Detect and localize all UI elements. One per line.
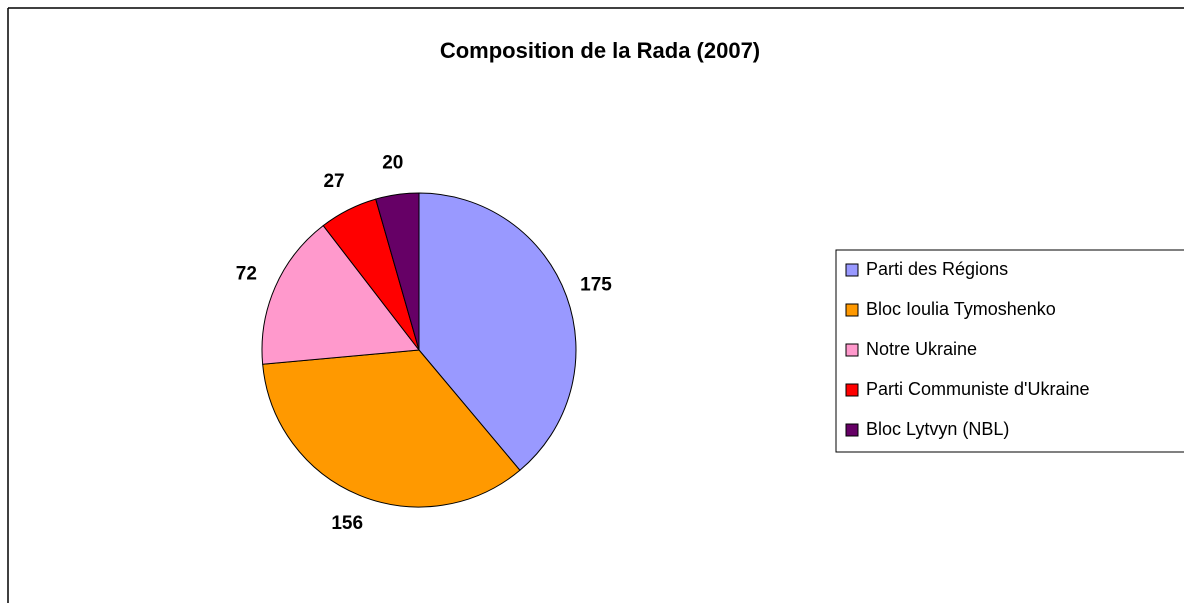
legend-label: Notre Ukraine: [866, 339, 977, 359]
legend-swatch: [845, 383, 859, 397]
legend-label: Bloc Lytvyn (NBL): [866, 419, 1009, 439]
data-label: 175: [580, 275, 612, 296]
legend-swatch: [845, 303, 859, 317]
data-label: 27: [323, 171, 344, 192]
legend-label: Parti des Régions: [866, 259, 1008, 279]
pie-slice: [262, 349, 521, 508]
legend-swatch: [845, 343, 859, 357]
pie-slice: [375, 192, 420, 351]
legend-label: Parti Communiste d'Ukraine: [866, 379, 1090, 399]
chart-title: Composition de la Rada (2007): [440, 38, 760, 63]
legend-swatch: [845, 423, 859, 437]
legend-label: Bloc Ioulia Tymoshenko: [866, 299, 1056, 319]
pie-slice: [261, 224, 420, 365]
data-label: 72: [236, 264, 257, 285]
pie-slice: [418, 192, 577, 471]
legend-box: [835, 249, 1184, 453]
data-label: 20: [382, 152, 403, 173]
data-label: 156: [331, 513, 363, 534]
legend-swatch: [845, 263, 859, 277]
